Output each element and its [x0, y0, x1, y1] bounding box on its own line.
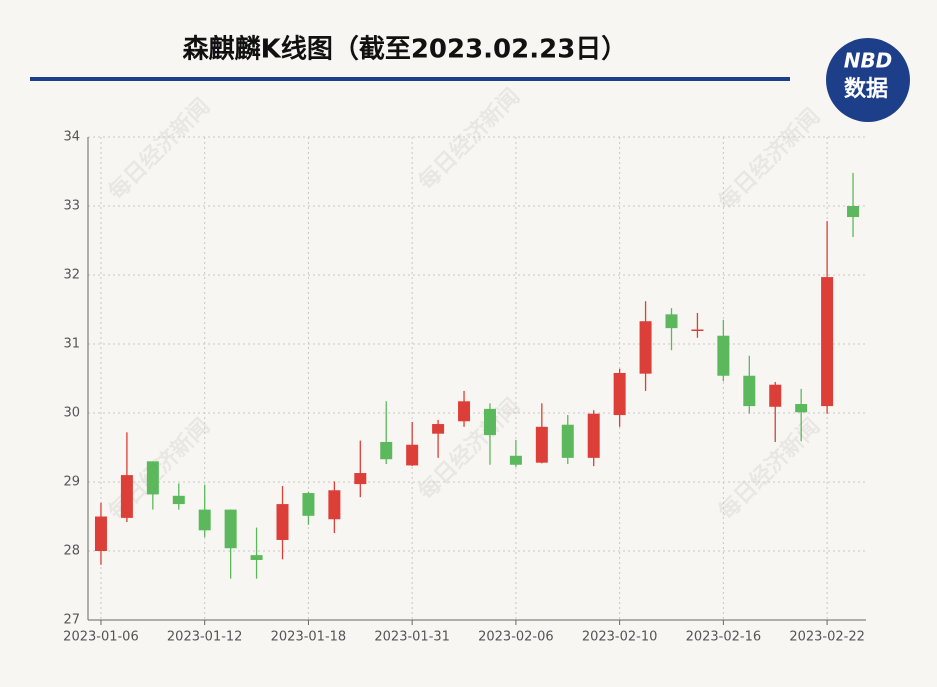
y-tick-label: 27	[63, 613, 80, 628]
candle-body	[717, 335, 730, 376]
title-rule	[30, 77, 790, 81]
candle-body	[94, 516, 107, 551]
candle-body	[821, 277, 834, 407]
candle-body	[302, 493, 315, 516]
candle-body	[847, 206, 860, 218]
candle-body	[406, 444, 419, 466]
y-tick-label: 29	[63, 475, 80, 490]
logo	[826, 38, 910, 122]
candle-body	[561, 424, 574, 458]
candle-body	[509, 455, 522, 465]
candle-body	[224, 509, 237, 549]
x-tick-label: 2023-01-31	[374, 630, 450, 645]
x-tick-label: 2023-02-06	[478, 630, 554, 645]
candle-body	[328, 490, 341, 520]
candle-body	[665, 314, 678, 329]
candle-body	[769, 384, 782, 407]
y-tick-label: 28	[63, 544, 80, 559]
candle-body	[613, 372, 626, 416]
y-tick-label: 32	[63, 268, 80, 283]
candle-body	[120, 475, 133, 518]
x-tick-label: 2023-01-18	[271, 630, 347, 645]
y-tick-label: 31	[63, 337, 80, 352]
x-tick-label: 2023-01-06	[63, 630, 139, 645]
x-tick-label: 2023-02-16	[686, 630, 762, 645]
candle-body	[483, 408, 496, 436]
candle-body	[276, 504, 289, 540]
candle-body	[535, 426, 548, 463]
y-tick-label: 30	[63, 406, 80, 421]
candle-body	[380, 441, 393, 460]
x-tick-label: 2023-02-22	[789, 630, 865, 645]
chart-title: 森麒麟K线图（截至2023.02.23日）	[183, 35, 628, 65]
x-tick-label: 2023-01-12	[167, 630, 243, 645]
candle-body	[795, 404, 808, 413]
candle-body	[432, 424, 445, 434]
logo-top: NBD	[844, 49, 893, 73]
candle-body	[354, 473, 367, 485]
candle-body	[250, 555, 263, 560]
candle-body	[691, 329, 704, 332]
candle-body	[198, 509, 211, 531]
logo-bottom: 数据	[844, 76, 888, 102]
candle-body	[458, 401, 471, 422]
candle-body	[639, 321, 652, 374]
y-tick-label: 34	[63, 130, 80, 145]
candle-body	[172, 495, 185, 505]
y-tick-label: 33	[63, 199, 80, 214]
candle-body	[587, 413, 600, 458]
x-tick-label: 2023-02-10	[582, 630, 658, 645]
candle-body	[146, 461, 159, 495]
candle-body	[743, 375, 756, 407]
